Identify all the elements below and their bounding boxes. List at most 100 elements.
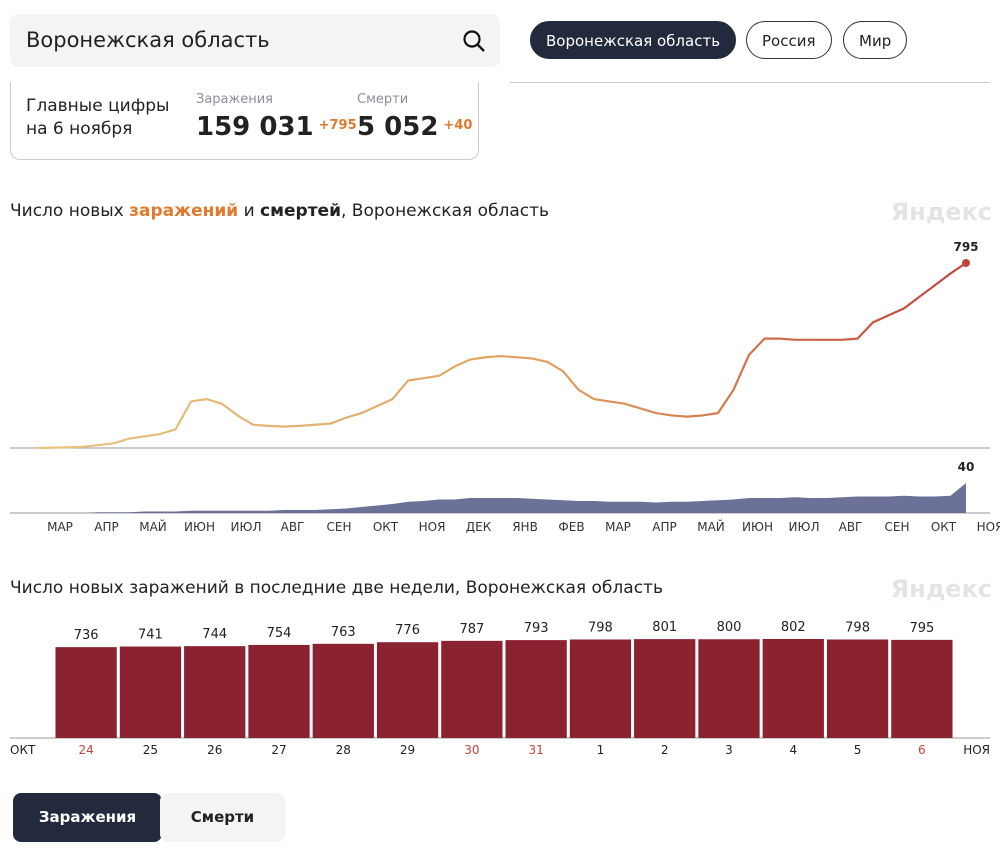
value-label: 763 — [331, 625, 356, 640]
tab[interactable]: Заражения — [13, 793, 162, 842]
value-label: 798 — [588, 620, 613, 635]
x-tick-label: СЕН — [327, 520, 352, 534]
stat-label: Заражения — [196, 92, 273, 107]
bar — [441, 640, 503, 738]
x-tick-label: МАР — [605, 520, 631, 534]
x-tick-label: 5 — [854, 743, 862, 757]
bar — [184, 646, 246, 738]
x-tick-label: 31 — [529, 743, 544, 757]
bar — [505, 640, 567, 738]
region-button[interactable]: Россия — [746, 21, 832, 59]
x-tick-label: 26 — [207, 743, 222, 757]
x-tick-label: ОКТ — [373, 520, 399, 534]
watermark: Яндекс — [890, 198, 992, 226]
value-label: 793 — [524, 621, 549, 636]
stat-value: 159 031 — [196, 112, 314, 142]
edge-label: ОКТ — [10, 743, 36, 757]
bar — [312, 643, 374, 738]
stat: 5 052 +40 — [357, 112, 472, 142]
bar — [891, 639, 953, 738]
stats-card: Главные цифры на 6 ноября Заражения 159 0… — [10, 82, 479, 160]
value-label: 776 — [395, 623, 420, 638]
bar — [762, 639, 824, 738]
bar — [634, 639, 696, 738]
search-box[interactable]: Воронежская область — [10, 14, 500, 67]
x-tick-label: СЕН — [885, 520, 910, 534]
bar — [55, 647, 117, 738]
x-tick-label: 2 — [661, 743, 669, 757]
charts: МАР АПР МАЙ ИЮН ИЮЛ АВГ СЕН ОКТ НОЯ ДЕК ЯНВ ФЕВ МАР А… — [10, 240, 1000, 757]
x-tick-label: ФЕВ — [558, 520, 584, 534]
stats-title-line: Главные цифры — [26, 96, 170, 116]
stat: 159 031 +795 — [196, 112, 357, 142]
x-tick-label: ДЕК — [466, 520, 492, 534]
bar — [826, 639, 889, 738]
value-label: 798 — [845, 620, 870, 635]
edge-label: НОЯ — [963, 743, 990, 757]
x-tick-label: ОКТ — [931, 520, 957, 534]
x-tick-label: 25 — [143, 743, 158, 757]
value-label: 787 — [459, 622, 484, 637]
title-part: , Воронежская область — [341, 201, 550, 221]
search-icon — [463, 30, 485, 52]
cases-line — [35, 262, 967, 450]
value-label: 801 — [652, 620, 677, 635]
bar — [698, 639, 760, 738]
x-tick-label: МАР — [47, 520, 73, 534]
x-tick-label: 1 — [597, 743, 605, 757]
title-part: смертей — [260, 201, 341, 221]
value-label: 736 — [74, 628, 99, 643]
bar — [119, 646, 182, 738]
stats-title: Главные цифры на 6 ноября — [26, 95, 169, 141]
title-part: Число новых — [10, 201, 130, 221]
stat-label: Смерти — [357, 92, 409, 107]
x-tick-label: 24 — [79, 743, 94, 757]
stat-value: 5 052 — [357, 112, 439, 142]
value-label: 741 — [138, 628, 163, 643]
bar — [569, 639, 632, 738]
x-tick-label: 4 — [789, 743, 797, 757]
divider — [510, 82, 990, 83]
x-tick-label: 30 — [464, 743, 479, 757]
chart-title: Число новых заражений в последние две не… — [10, 578, 663, 598]
x-tick-label: МАЙ — [139, 519, 167, 534]
title-part: и — [238, 201, 261, 221]
watermark: Яндекс — [890, 575, 992, 603]
region-button[interactable]: Воронежская область — [530, 21, 737, 59]
chart-title: Число новых заражений и смертей, Воронеж… — [10, 201, 549, 221]
end-dot — [962, 259, 970, 267]
x-tick-label: ИЮЛ — [231, 520, 262, 534]
x-tick-label: ИЮН — [742, 520, 773, 534]
value-label: 744 — [202, 627, 227, 642]
x-tick-label: АВГ — [839, 520, 863, 534]
x-tick-label: МАЙ — [697, 519, 725, 534]
x-tick-label: 29 — [400, 743, 415, 757]
deaths-area — [36, 483, 966, 513]
value-label: 795 — [953, 240, 978, 254]
x-tick-label: 6 — [918, 743, 926, 757]
x-tick-label: НОЯ — [419, 520, 446, 534]
x-tick-label: 3 — [725, 743, 733, 757]
stats-title-line: на 6 ноября — [26, 119, 133, 139]
search-text: Воронежская область — [26, 28, 270, 52]
tab[interactable]: Смерти — [160, 793, 285, 842]
value-label: 795 — [909, 621, 934, 636]
x-tick-label: 27 — [271, 743, 286, 757]
bar — [248, 644, 310, 738]
x-tick-label: АПР — [94, 520, 118, 534]
value-label: 40 — [958, 460, 975, 474]
stat-delta: +40 — [443, 117, 473, 133]
stat-delta: +795 — [318, 117, 357, 133]
x-tick-label: АПР — [652, 520, 676, 534]
x-tick-label: ИЮЛ — [789, 520, 820, 534]
bar — [376, 642, 439, 738]
value-label: 802 — [781, 620, 806, 635]
x-tick-label: ИЮН — [184, 520, 215, 534]
x-tick-label: НОЯ — [977, 520, 1000, 534]
title-part: заражений — [129, 201, 239, 221]
value-label: 754 — [267, 626, 292, 641]
value-label: 800 — [717, 620, 742, 635]
region-button[interactable]: Мир — [843, 21, 908, 59]
x-tick-label: 28 — [336, 743, 351, 757]
